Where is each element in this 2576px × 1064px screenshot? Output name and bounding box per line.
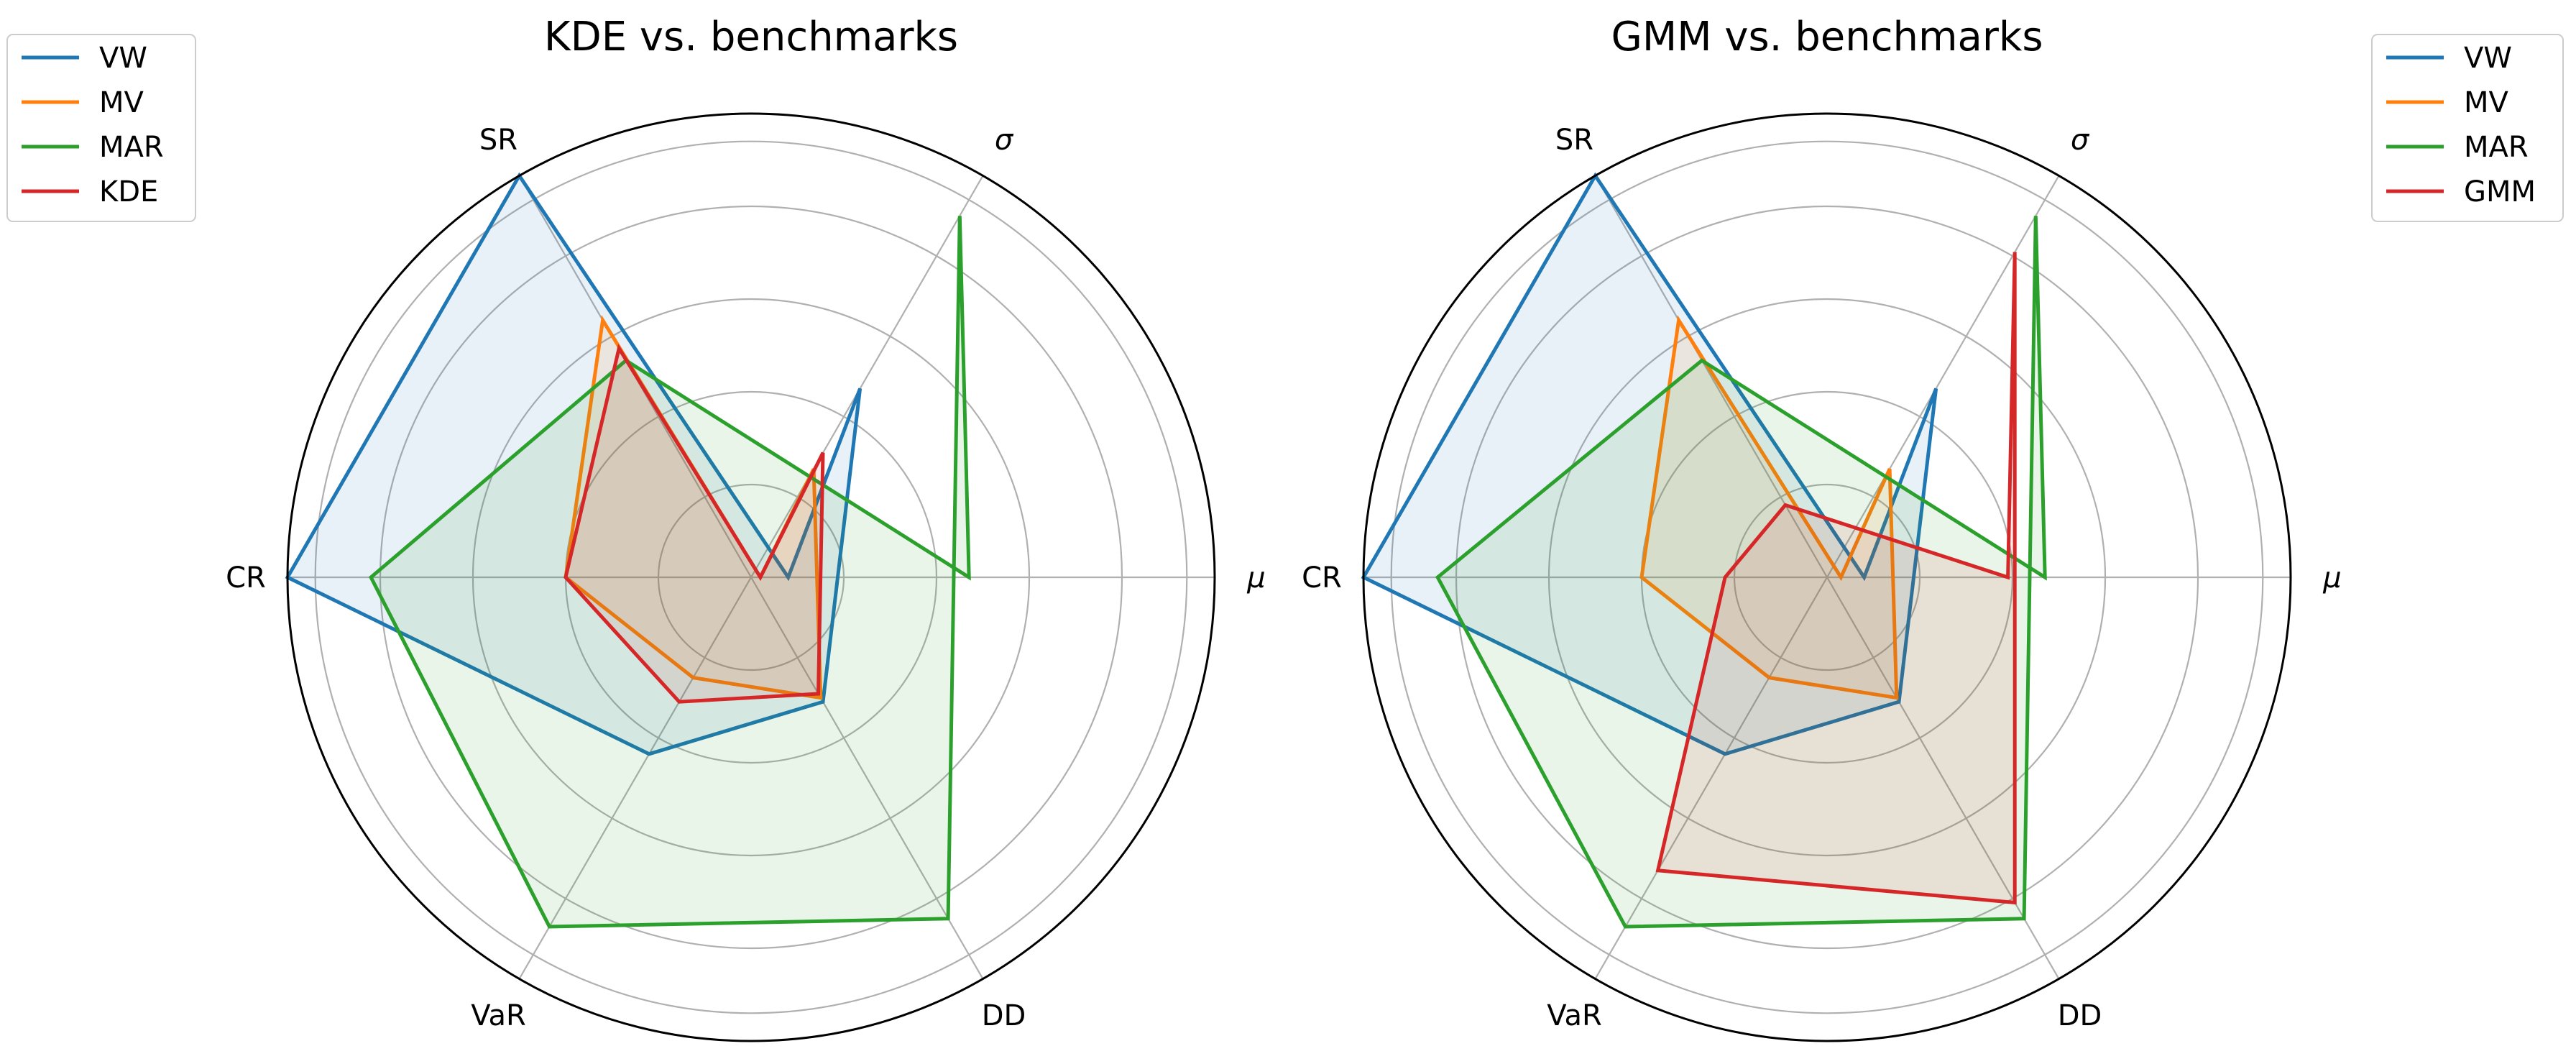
series-line-mar bbox=[1435, 216, 2047, 929]
legend-entry: MV bbox=[2464, 86, 2509, 119]
legend-entry: GMM bbox=[2464, 175, 2536, 208]
radial-spoke bbox=[1594, 577, 1828, 980]
legend: VW MV MAR KDE bbox=[6, 34, 196, 222]
radar-chart-kde: KDE vs. benchmarks μ σ DD VaR CR SR VW MV MAR KDE bbox=[6, 14, 1266, 1042]
series-fill-vw bbox=[288, 175, 860, 754]
series-fill-mar bbox=[371, 216, 970, 927]
outer-frame-circle bbox=[1362, 112, 2292, 1042]
axis-label: CR bbox=[1302, 561, 1342, 595]
series-fill-mv bbox=[566, 320, 821, 698]
legend-entry: MAR bbox=[99, 131, 164, 164]
axis-label: CR bbox=[226, 561, 266, 595]
series-line-gmm bbox=[1655, 252, 2017, 905]
chart-title: KDE vs. benchmarks bbox=[544, 14, 958, 60]
radial-spoke bbox=[750, 175, 984, 578]
radial-spoke bbox=[750, 577, 984, 980]
axis-label: μ bbox=[1246, 561, 1265, 595]
axis-label: VaR bbox=[471, 999, 526, 1032]
series-fill-mv bbox=[1642, 320, 1897, 698]
legend-entry: MV bbox=[99, 86, 144, 119]
legend-frame bbox=[6, 34, 196, 222]
series-line-mv bbox=[1639, 315, 1899, 700]
chart-title: GMM vs. benchmarks bbox=[1611, 14, 2043, 60]
radial-spoke bbox=[518, 577, 752, 980]
legend-entry: VW bbox=[99, 42, 147, 75]
axis-label: SR bbox=[1555, 124, 1593, 157]
legend-frame bbox=[2371, 34, 2564, 222]
outer-frame-circle bbox=[286, 112, 1216, 1042]
axis-label: SR bbox=[479, 124, 518, 157]
series-fill-kde bbox=[566, 348, 823, 702]
legend-entry: KDE bbox=[99, 175, 158, 208]
axis-label: σ bbox=[995, 124, 1014, 157]
series-fill-vw bbox=[1363, 175, 1936, 754]
radar-chart-gmm: GMM vs. benchmarks μ σ DD VaR CR SR VW MV MAR GMM bbox=[1302, 14, 2564, 1042]
series-line-kde bbox=[564, 344, 825, 704]
axis-label: μ bbox=[2322, 561, 2341, 595]
radial-spoke bbox=[1594, 175, 1828, 578]
radial-spoke bbox=[1826, 577, 2060, 980]
series-fill-mar bbox=[1438, 216, 2046, 927]
axis-label: VaR bbox=[1547, 999, 1602, 1032]
series-fill-gmm bbox=[1657, 252, 2015, 903]
legend: VW MV MAR GMM bbox=[2371, 34, 2564, 222]
axis-label: σ bbox=[2071, 124, 2090, 157]
legend-entry: MAR bbox=[2464, 131, 2529, 164]
legend-entry: VW bbox=[2464, 42, 2512, 75]
axis-label: DD bbox=[2058, 999, 2102, 1032]
radial-spoke bbox=[1826, 175, 2060, 578]
axis-label: DD bbox=[982, 999, 1026, 1032]
